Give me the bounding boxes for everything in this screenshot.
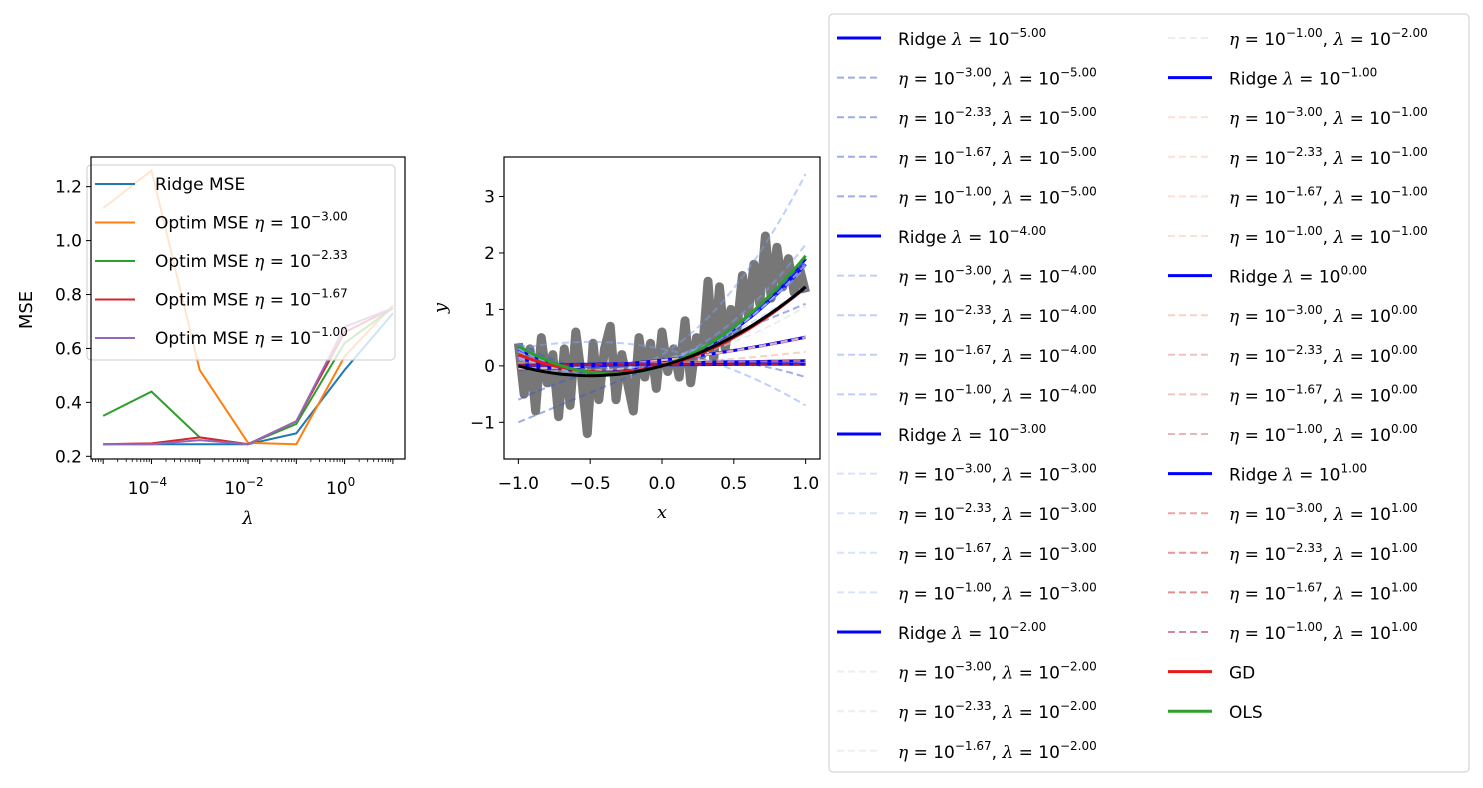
- legend-entry-label: η = 10−3.00, λ = 10−3.00: [898, 462, 1097, 486]
- legend-entry-label: η = 10−3.00, λ = 10−5.00: [898, 66, 1097, 90]
- legend-entry-label: η = 10−1.67, λ = 100.00: [1229, 382, 1418, 406]
- fit-curves-plot: −1 0 1 2 3 −1.0 −0.5 0.0 0.5 1.0 x y: [430, 156, 821, 523]
- legend-entry-label: η = 10−2.33, λ = 10−4.00: [898, 303, 1097, 327]
- legend-entry-label: η = 10−1.67, λ = 10−4.00: [898, 343, 1097, 367]
- legend-label-4: Optim MSE η = 10−1.67: [155, 287, 348, 311]
- legend-entry-label: η = 10−1.67, λ = 10−2.00: [898, 739, 1097, 763]
- legend-entry-label: η = 10−1.67, λ = 10−1.00: [1229, 184, 1428, 208]
- legend-entry-label: η = 10−2.33, λ = 100.00: [1229, 343, 1418, 367]
- legend-entry-label: η = 10−1.00, λ = 10−1.00: [1229, 224, 1428, 248]
- y-tick-label: 0: [484, 357, 495, 377]
- legend-entry-label: η = 10−1.00, λ = 10−4.00: [898, 382, 1097, 406]
- legend-label-3: Optim MSE η = 10−2.33: [155, 248, 348, 272]
- x-axis-label: x: [657, 502, 667, 523]
- x-tick-label: 10−2: [224, 475, 263, 499]
- legend-entry-label: OLS: [1229, 703, 1263, 723]
- legend-entry-label: Ridge λ = 10−5.00: [898, 26, 1046, 50]
- y-tick-label: 0.4: [55, 393, 82, 413]
- legend-entry-label: η = 10−3.00, λ = 100.00: [1229, 303, 1418, 327]
- fit-curve-7: [517, 173, 807, 375]
- legend-entry-label: η = 10−1.67, λ = 101.00: [1229, 580, 1418, 604]
- legend-entry-label: Ridge λ = 10−4.00: [898, 224, 1046, 248]
- x-tick-label: −0.5: [570, 474, 611, 494]
- legend-entry-label: Ridge λ = 101.00: [1229, 462, 1367, 486]
- legend-entry-label: η = 10−2.33, λ = 10−2.00: [898, 699, 1097, 723]
- legend-label-5: Optim MSE η = 10−1.00: [155, 325, 348, 349]
- legend-entry-label: η = 10−3.00, λ = 10−4.00: [898, 264, 1097, 288]
- y-tick-label: 1.0: [55, 232, 82, 252]
- legend-frame: [828, 13, 1470, 773]
- fit-curves-legend: Ridge λ = 10−5.00 η = 10−3.00, λ = 10−5.0…: [828, 13, 1470, 773]
- x-tick-label: 10−4: [128, 475, 167, 499]
- y-tick-label: 0.2: [55, 447, 82, 467]
- x-tick-label: 1.0: [792, 474, 819, 494]
- fit-curve-38: [518, 285, 807, 378]
- legend-entry-label: η = 10−2.33, λ = 10−3.00: [898, 501, 1097, 525]
- y-tick-label: 0.8: [55, 286, 82, 306]
- plot-area: [504, 157, 820, 459]
- y-tick-label: −1: [470, 413, 495, 433]
- legend-entry-label: η = 10−1.00, λ = 100.00: [1229, 422, 1418, 446]
- legend-label-2: Optim MSE η = 10−3.00: [155, 210, 348, 234]
- y-tick-label: 2: [484, 244, 495, 264]
- x-tick-label: 0.5: [720, 474, 747, 494]
- legend-entry-label: η = 10−3.00, λ = 10−2.00: [898, 660, 1097, 684]
- legend-entry-label: η = 10−1.00, λ = 10−5.00: [898, 184, 1097, 208]
- legend-entry-label: Ridge λ = 100.00: [1229, 264, 1367, 288]
- y-axis-label: y: [430, 302, 451, 314]
- legend-entry-label: η = 10−1.67, λ = 10−3.00: [898, 541, 1097, 565]
- legend-entry-label: η = 10−1.00, λ = 101.00: [1229, 620, 1418, 644]
- x-tick-label: 100: [326, 475, 355, 499]
- x-tick-label: 0.0: [648, 474, 675, 494]
- legend-entry-label: Ridge λ = 10−3.00: [898, 422, 1046, 446]
- legend-entry-label: η = 10−2.33, λ = 101.00: [1229, 541, 1418, 565]
- y-tick-label: 3: [484, 188, 495, 208]
- x-tick-label: −1.0: [498, 474, 539, 494]
- y-tick-label: 1: [484, 300, 495, 320]
- legend-entry-label: Ridge λ = 10−2.00: [898, 620, 1046, 644]
- mse-vs-lambda-plot: Ridge MSE Optim MSE η = 10−3.00 Optim MSE …: [16, 156, 406, 529]
- legend-entry-label: Ridge λ = 10−1.00: [1229, 66, 1377, 90]
- legend-entry-label: η = 10−1.00, λ = 10−2.00: [1229, 26, 1428, 50]
- x-axis-label: λ: [241, 508, 253, 529]
- legend-entry-label: η = 10−3.00, λ = 10−1.00: [1229, 105, 1428, 129]
- plot-contents: [513, 173, 810, 439]
- legend-entry-label: GD: [1229, 664, 1255, 684]
- legend-entry-label: η = 10−1.67, λ = 10−5.00: [898, 145, 1097, 169]
- legend-entry-label: η = 10−3.00, λ = 101.00: [1229, 501, 1418, 525]
- y-tick-label: 1.2: [55, 178, 82, 198]
- y-axis-label: MSE: [16, 291, 37, 329]
- fit-curve-8: [518, 340, 807, 407]
- legend-entry-label: η = 10−1.00, λ = 10−3.00: [898, 580, 1097, 604]
- legend-label-1: Ridge MSE: [155, 175, 245, 195]
- legend-entry-label: η = 10−2.33, λ = 10−1.00: [1229, 145, 1428, 169]
- legend-box: [86, 164, 396, 361]
- y-tick-label: 0.6: [55, 339, 82, 359]
- legend-entry-label: η = 10−2.33, λ = 10−5.00: [898, 105, 1097, 129]
